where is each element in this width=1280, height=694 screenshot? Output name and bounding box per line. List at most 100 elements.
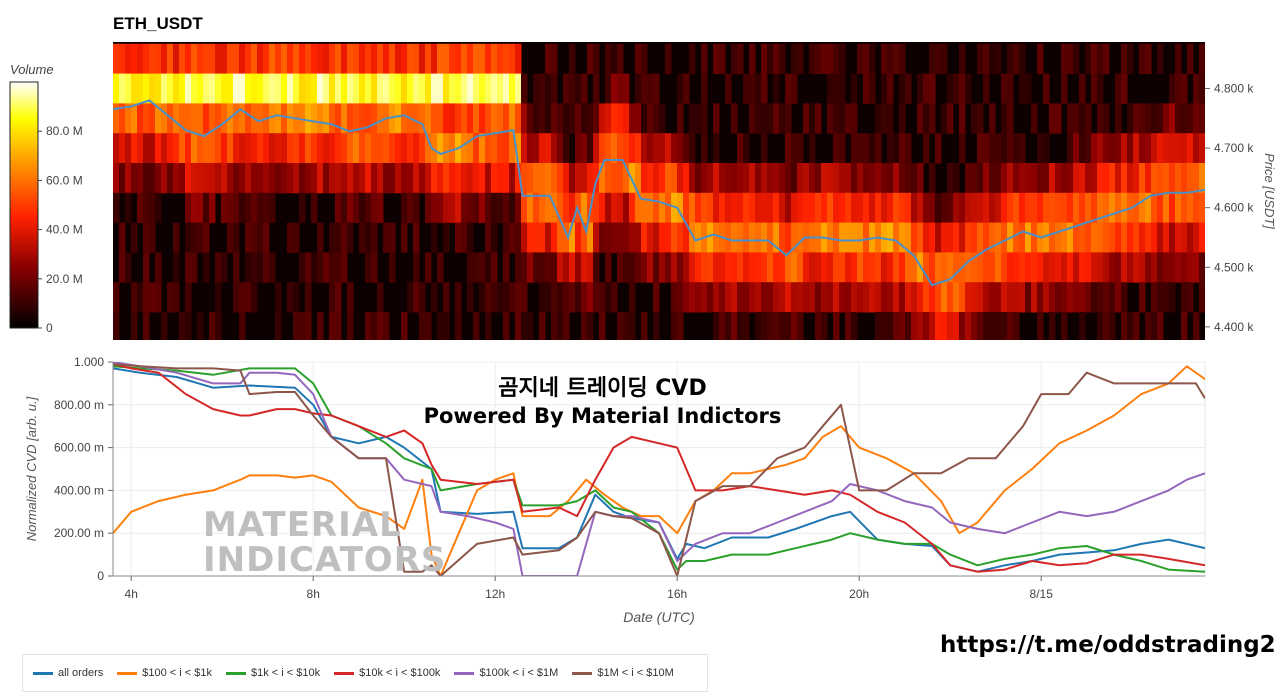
heatmap-cell [641,133,648,164]
heatmap-cell [341,103,348,134]
heatmap-cell [617,73,624,104]
heatmap-cell [611,222,618,253]
heatmap-cell [1109,282,1116,313]
heatmap-cell [929,252,936,283]
heatmap-cell [437,311,444,340]
heatmap-cell [983,162,990,194]
heatmap-cell [845,252,852,283]
heatmap-cell [425,43,432,75]
heatmap-cell [803,103,810,134]
heatmap-cell [383,222,390,253]
heatmap-cell [329,282,336,313]
heatmap-cell [1091,282,1098,313]
heatmap-cell [731,311,738,340]
heatmap-cell [1013,222,1020,253]
heatmap-cell [821,282,828,313]
heatmap-cell [899,162,906,194]
heatmap-cell [113,282,120,313]
heatmap-cell [347,282,354,313]
telegram-link[interactable]: https://t.me/oddstrading2 [940,632,1276,658]
heatmap-cell [641,192,648,224]
heatmap-cell [527,103,534,134]
heatmap-cell [407,43,414,75]
heatmap-cell [911,311,918,340]
heatmap-cell [851,282,858,313]
heatmap-cell [509,282,516,313]
heatmap-cell [1145,222,1152,253]
heatmap-cell [809,282,816,313]
heatmap-cell [413,103,420,134]
heatmap-cell [251,282,258,313]
heatmap-cell [767,192,774,224]
heatmap-cell [1079,133,1086,164]
heatmap-cell [1061,43,1068,75]
heatmap-cell [233,133,240,164]
heatmap-cell [395,73,402,104]
heatmap-cell [737,192,744,224]
heatmap-cell [113,43,120,75]
heatmap-cell [1025,282,1032,313]
heatmap-cell [599,133,606,164]
heatmap-cell [953,311,960,340]
heatmap-cell [773,311,780,340]
heatmap-cell [983,222,990,253]
heatmap-cell [875,162,882,194]
heatmap-cell [1181,133,1188,164]
heatmap-cell [917,282,924,313]
heatmap-cell [791,73,798,104]
heatmap-cell [899,133,906,164]
heatmap-cell [413,252,420,283]
heatmap-cell [959,133,966,164]
legend-item[interactable]: all orders [33,667,103,679]
cvd-y-tick-label: 200.00 m [54,526,104,540]
heatmap-cell [839,103,846,134]
heatmap-cell [1133,222,1140,253]
heatmap-cell [173,133,180,164]
heatmap-cell [161,73,168,104]
heatmap-cell [197,311,204,340]
heatmap-cell [449,73,456,104]
legend-item[interactable]: $100 < i < $1k [117,667,212,679]
heatmap-cell [1067,282,1074,313]
heatmap-cell [929,162,936,194]
heatmap-cell [971,311,978,340]
heatmap-cell [617,162,624,194]
legend-item[interactable]: $10k < i < $100k [334,667,440,679]
heatmap-cell [521,133,528,164]
heatmap-cell [893,311,900,340]
heatmap-cell [797,222,804,253]
heatmap-cell [1199,103,1205,134]
heatmap-cell [1097,222,1104,253]
heatmap-cell [245,252,252,283]
heatmap-cell [725,73,732,104]
heatmap-cell [1097,43,1104,75]
heatmap-cell [143,162,150,194]
heatmap-cell [1061,222,1068,253]
heatmap-cell [755,311,762,340]
heatmap-cell [1085,222,1092,253]
heatmap-cell [437,133,444,164]
heatmap-cell [971,192,978,224]
heatmap-cell [563,192,570,224]
heatmap-cell [269,252,276,283]
heatmap-cell [173,43,180,75]
heatmap-cell [749,73,756,104]
heatmap-cell [989,162,996,194]
heatmap-cell [1079,222,1086,253]
heatmap-cell [113,73,120,104]
heatmap-cell [953,73,960,104]
legend-item[interactable]: $1M < i < $10M [572,667,674,679]
heatmap-cell [725,311,732,340]
heatmap-cell [1103,192,1110,224]
heatmap-cell [491,73,498,104]
legend-item[interactable]: $100k < i < $1M [454,667,558,679]
heatmap-cell [371,222,378,253]
legend-item[interactable]: $1k < i < $10k [225,667,320,679]
heatmap-cell [473,311,480,340]
heatmap-cell [947,73,954,104]
heatmap-cell [899,252,906,283]
heatmap-cell [1031,222,1038,253]
heatmap-cell [1199,192,1205,224]
heatmap-cell [143,43,150,75]
heatmap-cell [125,192,132,224]
